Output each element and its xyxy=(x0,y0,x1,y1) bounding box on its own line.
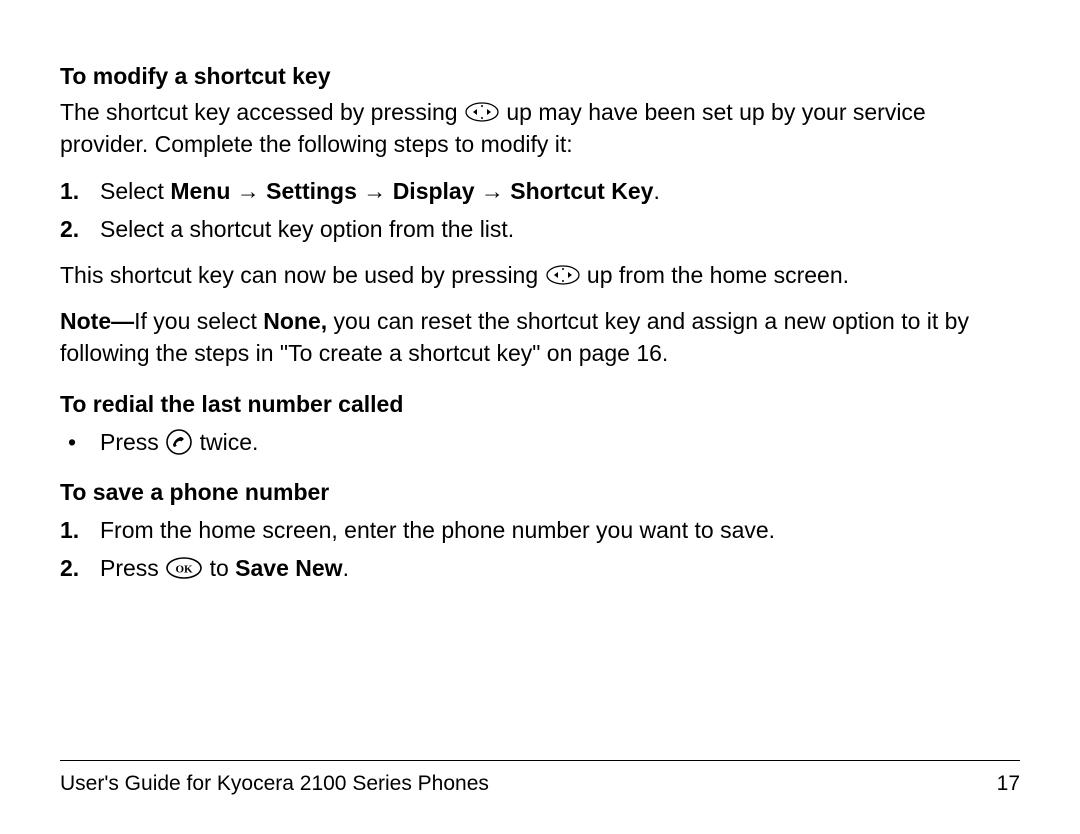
redial-after: twice. xyxy=(200,429,259,455)
redial-before: Press xyxy=(100,429,165,455)
menu-path-arrow1: → xyxy=(230,178,266,204)
note-label: Note— xyxy=(60,308,134,334)
note-before: If you select xyxy=(134,308,263,334)
heading-redial: To redial the last number called xyxy=(60,388,1020,420)
save-step2-before: Press xyxy=(100,555,165,581)
save-step1-text: From the home screen, enter the phone nu… xyxy=(100,517,775,543)
heading-modify-shortcut: To modify a shortcut key xyxy=(60,60,1020,92)
nav-key-icon xyxy=(545,264,581,286)
step1-period: . xyxy=(653,178,659,204)
manual-page: To modify a shortcut key The shortcut ke… xyxy=(0,0,1080,834)
page-footer: User's Guide for Kyocera 2100 Series Pho… xyxy=(60,760,1020,798)
save-steps-list: 1. From the home screen, enter the phone… xyxy=(60,514,1020,584)
save-new-label: Save New xyxy=(235,555,342,581)
step-number: 2. xyxy=(60,213,79,245)
menu-path-display: Display xyxy=(393,178,475,204)
redial-bullet: Press twice. xyxy=(60,426,1020,458)
step2-text: Select a shortcut key option from the li… xyxy=(100,216,514,242)
footer-title: User's Guide for Kyocera 2100 Series Pho… xyxy=(60,769,489,798)
step1-prefix: Select xyxy=(100,178,170,204)
save-step-2: 2. Press OK to Save New. xyxy=(60,552,1020,584)
save-step-1: 1. From the home screen, enter the phone… xyxy=(60,514,1020,546)
menu-path-settings: Settings xyxy=(266,178,357,204)
menu-path-arrow2: → xyxy=(357,178,393,204)
heading-save-number: To save a phone number xyxy=(60,476,1020,508)
intro-paragraph: The shortcut key accessed by pressing up… xyxy=(60,96,1020,160)
modify-step-1: 1. Select Menu → Settings → Display → Sh… xyxy=(60,175,1020,207)
menu-path-shortcut: Shortcut Key xyxy=(510,178,653,204)
nav-key-icon xyxy=(464,101,500,123)
step-number: 2. xyxy=(60,552,79,584)
after-text-after: up from the home screen. xyxy=(587,262,849,288)
after-text-before: This shortcut key can now be used by pre… xyxy=(60,262,545,288)
menu-path-arrow3: → xyxy=(475,178,511,204)
svg-text:OK: OK xyxy=(176,564,194,576)
ok-key-icon: OK xyxy=(165,556,203,580)
save-step2-period: . xyxy=(343,555,349,581)
modify-step-2: 2. Select a shortcut key option from the… xyxy=(60,213,1020,245)
redial-list: Press twice. xyxy=(60,426,1020,458)
step-number: 1. xyxy=(60,514,79,546)
footer-page-number: 17 xyxy=(997,769,1020,798)
after-steps-paragraph: This shortcut key can now be used by pre… xyxy=(60,259,1020,291)
note-paragraph: Note—If you select None, you can reset t… xyxy=(60,305,1020,369)
intro-text-before: The shortcut key accessed by pressing xyxy=(60,99,464,125)
menu-path-menu: Menu xyxy=(170,178,230,204)
note-none: None, xyxy=(263,308,327,334)
step-number: 1. xyxy=(60,175,79,207)
save-step2-mid: to xyxy=(210,555,236,581)
call-key-icon xyxy=(165,428,193,456)
modify-steps-list: 1. Select Menu → Settings → Display → Sh… xyxy=(60,175,1020,245)
